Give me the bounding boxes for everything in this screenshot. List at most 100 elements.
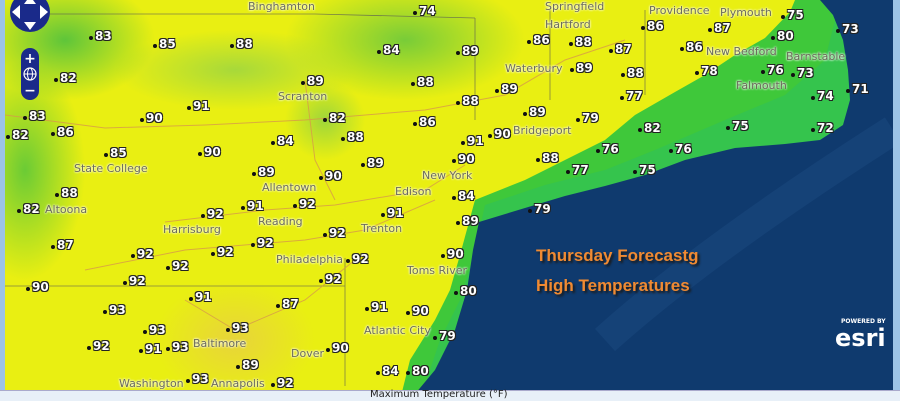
temperature-point[interactable]: 74 xyxy=(413,4,436,18)
temperature-point[interactable]: 91 xyxy=(189,290,212,304)
arrow-down-icon[interactable] xyxy=(24,22,36,30)
temperature-point[interactable]: 92 xyxy=(346,252,369,266)
temperature-point[interactable]: 91 xyxy=(381,206,404,220)
temperature-point[interactable]: 84 xyxy=(376,364,399,378)
temperature-point[interactable]: 89 xyxy=(252,165,275,179)
temperature-point[interactable]: 84 xyxy=(377,43,400,57)
temperature-point[interactable]: 90 xyxy=(406,304,429,318)
temperature-point[interactable]: 92 xyxy=(319,272,342,286)
temperature-point[interactable]: 82 xyxy=(17,202,40,216)
temperature-point[interactable]: 88 xyxy=(536,151,559,165)
temperature-point[interactable]: 87 xyxy=(51,238,74,252)
temperature-point[interactable]: 91 xyxy=(139,342,162,356)
temperature-point[interactable]: 92 xyxy=(131,247,154,261)
temperature-point[interactable]: 74 xyxy=(811,89,834,103)
temperature-point[interactable]: 91 xyxy=(365,300,388,314)
temperature-point[interactable]: 90 xyxy=(140,111,163,125)
temperature-point[interactable]: 88 xyxy=(456,94,479,108)
temperature-point[interactable]: 79 xyxy=(528,202,551,216)
temperature-point[interactable]: 89 xyxy=(456,214,479,228)
temperature-point[interactable]: 76 xyxy=(761,63,784,77)
zoom-out-button[interactable]: − xyxy=(24,83,36,99)
temperature-point[interactable]: 87 xyxy=(708,21,731,35)
temperature-point[interactable]: 89 xyxy=(495,82,518,96)
pan-control[interactable] xyxy=(10,0,50,32)
temperature-point[interactable]: 77 xyxy=(566,163,589,177)
arrow-right-icon[interactable] xyxy=(40,5,48,19)
temperature-point[interactable]: 72 xyxy=(811,121,834,135)
temperature-point[interactable]: 89 xyxy=(523,105,546,119)
temperature-point[interactable]: 75 xyxy=(633,163,656,177)
temperature-point[interactable]: 92 xyxy=(323,226,346,240)
temperature-point[interactable]: 88 xyxy=(341,130,364,144)
temperature-point[interactable]: 91 xyxy=(461,134,484,148)
temperature-point[interactable]: 76 xyxy=(596,142,619,156)
arrow-up-icon[interactable] xyxy=(24,0,36,4)
temperature-point[interactable]: 80 xyxy=(454,284,477,298)
zoom-in-button[interactable]: + xyxy=(24,51,36,67)
temperature-point[interactable]: 90 xyxy=(26,280,49,294)
temperature-point[interactable]: 89 xyxy=(236,358,259,372)
temperature-point[interactable]: 92 xyxy=(166,259,189,273)
temperature-point[interactable]: 92 xyxy=(271,376,294,390)
temperature-point[interactable]: 89 xyxy=(570,61,593,75)
temperature-point[interactable]: 92 xyxy=(123,274,146,288)
temperature-point[interactable]: 87 xyxy=(609,42,632,56)
temperature-point[interactable]: 91 xyxy=(187,99,210,113)
temperature-point[interactable]: 75 xyxy=(726,119,749,133)
map-canvas[interactable]: 74 83 85 88 82 84 88 89 83 86 82 91 90 82 86 88 84 85 90 89… xyxy=(5,0,893,390)
temperature-point[interactable]: 83 xyxy=(23,109,46,123)
arrow-left-icon[interactable] xyxy=(12,5,20,19)
temperature-point[interactable]: 89 xyxy=(456,44,479,58)
temperature-point[interactable]: 83 xyxy=(89,29,112,43)
temperature-point[interactable]: 86 xyxy=(51,125,74,139)
temperature-point[interactable]: 78 xyxy=(695,64,718,78)
temperature-point[interactable]: 84 xyxy=(452,189,475,203)
temperature-point[interactable]: 86 xyxy=(413,115,436,129)
temperature-point[interactable]: 73 xyxy=(791,66,814,80)
temperature-point[interactable]: 85 xyxy=(153,37,176,51)
temperature-point[interactable]: 93 xyxy=(103,303,126,317)
temperature-point[interactable]: 77 xyxy=(620,89,643,103)
temperature-point[interactable]: 88 xyxy=(569,35,592,49)
temperature-point[interactable]: 92 xyxy=(293,197,316,211)
temperature-point[interactable]: 93 xyxy=(186,372,209,386)
temperature-point[interactable]: 80 xyxy=(406,364,429,378)
temperature-point[interactable]: 89 xyxy=(301,74,324,88)
temperature-point[interactable]: 86 xyxy=(527,33,550,47)
temperature-point[interactable]: 88 xyxy=(621,66,644,80)
temperature-point[interactable]: 88 xyxy=(230,37,253,51)
temperature-point[interactable]: 80 xyxy=(771,29,794,43)
temperature-point[interactable]: 82 xyxy=(323,111,346,125)
temperature-point[interactable]: 93 xyxy=(143,323,166,337)
temperature-point[interactable]: 93 xyxy=(166,340,189,354)
temperature-point[interactable]: 90 xyxy=(319,169,342,183)
temperature-point[interactable]: 93 xyxy=(226,321,249,335)
temperature-point[interactable]: 76 xyxy=(669,142,692,156)
temperature-point[interactable]: 90 xyxy=(441,247,464,261)
temperature-point[interactable]: 86 xyxy=(680,40,703,54)
temperature-point[interactable]: 73 xyxy=(836,22,859,36)
temperature-point[interactable]: 87 xyxy=(276,297,299,311)
temperature-point[interactable]: 84 xyxy=(271,134,294,148)
temperature-point[interactable]: 90 xyxy=(488,127,511,141)
temperature-point[interactable]: 85 xyxy=(104,146,127,160)
temperature-point[interactable]: 90 xyxy=(198,145,221,159)
temperature-point[interactable]: 82 xyxy=(638,121,661,135)
esri-attribution[interactable]: POWERED BY esri xyxy=(835,318,886,350)
temperature-point[interactable]: 89 xyxy=(361,156,384,170)
temperature-point[interactable]: 92 xyxy=(211,245,234,259)
temperature-point[interactable]: 91 xyxy=(241,199,264,213)
temperature-point[interactable]: 90 xyxy=(452,152,475,166)
temperature-point[interactable]: 86 xyxy=(641,19,664,33)
temperature-point[interactable]: 88 xyxy=(55,186,78,200)
temperature-point[interactable]: 79 xyxy=(433,329,456,343)
temperature-point[interactable]: 79 xyxy=(576,111,599,125)
temperature-point[interactable]: 92 xyxy=(87,339,110,353)
temperature-point[interactable]: 92 xyxy=(251,236,274,250)
temperature-point[interactable]: 75 xyxy=(781,8,804,22)
temperature-point[interactable]: 82 xyxy=(6,128,29,142)
temperature-point[interactable]: 92 xyxy=(201,207,224,221)
temperature-point[interactable]: 82 xyxy=(54,71,77,85)
temperature-point[interactable]: 90 xyxy=(326,341,349,355)
